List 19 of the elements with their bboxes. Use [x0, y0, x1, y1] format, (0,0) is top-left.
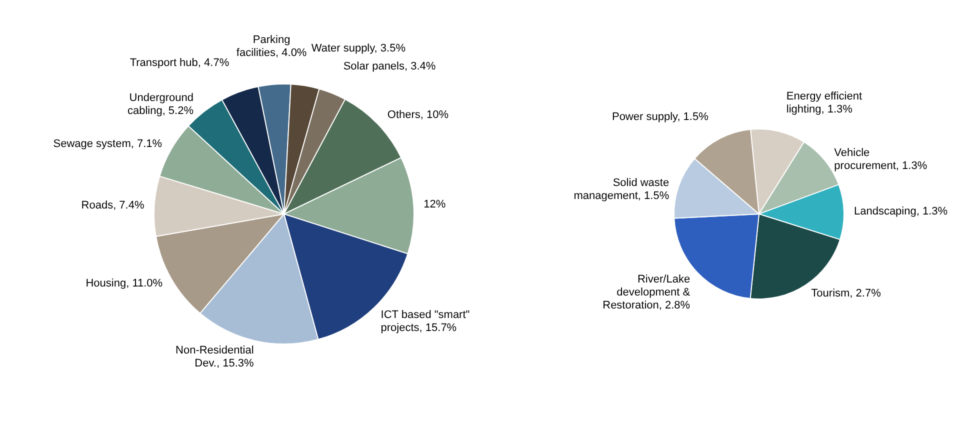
slice-label: Landscaping, 1.3%: [854, 206, 948, 218]
slice-label: Water supply, 3.5%: [311, 42, 406, 55]
slice-label: Energy efficient lighting, 1.3%: [786, 90, 862, 116]
slice-label: Tourism, 2.7%: [811, 287, 882, 300]
slice-label: Roads, 7.4%: [81, 199, 144, 212]
slice-label: Sewage system, 7.1%: [53, 138, 162, 150]
slice-label: Solar panels, 3.4%: [343, 60, 436, 72]
slice-label: Solid waste management, 1.5%: [574, 177, 670, 202]
slice-label: Housing, 11.0%: [86, 278, 163, 290]
slice-label: ICT based "smart" projects, 15.7%: [380, 309, 470, 334]
data-label: 12%: [424, 198, 446, 210]
slice-label: Underground cabling, 5.2%: [127, 92, 194, 117]
slice-label: Power supply, 1.5%: [612, 110, 709, 123]
slice-label: River/Lake development & Restoration, 2.8%: [602, 273, 691, 312]
slice-label: Non-Residential Dev., 15.3%: [176, 344, 254, 370]
slice-label: Parking facilities, 4.0%: [236, 34, 307, 59]
slice-label: Vehicle procurement, 1.3%: [834, 146, 928, 172]
slice-label: Others, 10%: [387, 108, 449, 121]
slice-label: Transport hub, 4.7%: [130, 56, 230, 69]
